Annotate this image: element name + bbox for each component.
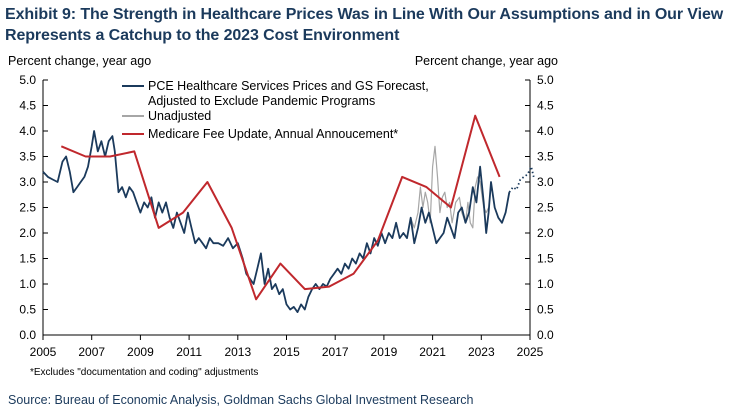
series-line-medicare-fee-update-annual-annoucement [60,114,501,301]
series-line-pce-healthcare-services-prices-and-gs-fo [42,130,511,313]
x-tick-label: 2015 [273,345,300,359]
series-line-unadjusted [410,145,490,229]
y-tick-label-left: 2.5 [19,201,36,215]
chart-svg: Percent change, year ago Percent change, … [8,54,558,359]
y-tick-label-left: 0.0 [19,328,36,342]
x-tick-label: 2009 [127,345,154,359]
y-tick-label-right: 1.5 [537,252,554,266]
y-axis-label-right: Percent change, year ago [415,54,558,68]
y-tick-label-left: 4.5 [19,99,36,113]
y-tick-label-left: 3.0 [19,175,36,189]
legend-label-unadjusted: Unadjusted [148,109,211,123]
legend-label-medicare: Medicare Fee Update, Annual Annoucement* [148,127,398,141]
y-axis-label-left: Percent change, year ago [8,54,151,68]
x-tick-label: 2017 [322,345,349,359]
y-tick-label-left: 3.5 [19,150,36,164]
x-tick-label: 2011 [176,345,202,359]
footnote: *Excludes "documentation and coding" adj… [30,367,259,378]
y-tick-label-right: 5.0 [537,73,554,87]
y-tick-label-right: 4.0 [537,124,554,138]
y-tick-label-right: 3.5 [537,150,554,164]
x-tick-label: 2013 [224,345,251,359]
x-tick-label: 2023 [468,345,495,359]
y-tick-label-left: 5.0 [19,73,36,87]
x-tick-label: 2005 [30,345,57,359]
x-tick-label: 2019 [371,345,398,359]
y-tick-label-left: 1.5 [19,252,36,266]
y-tick-label-left: 1.0 [19,277,36,291]
x-tick-label: 2007 [78,345,105,359]
y-tick-label-right: 3.0 [537,175,554,189]
y-tick-label-right: 2.5 [537,201,554,215]
y-tick-label-left: 2.0 [19,226,36,240]
y-tick-label-right: 0.0 [537,328,554,342]
y-tick-label-left: 0.5 [19,303,36,317]
series-line-gs-forecast [508,165,535,193]
legend-label-pce-line1: PCE Healthcare Services Prices and GS Fo… [148,79,429,93]
y-tick-label-right: 4.5 [537,99,554,113]
legend-label-pce-line2: Adjusted to Exclude Pandemic Programs [148,94,375,108]
y-tick-label-right: 0.5 [537,303,554,317]
y-tick-label-left: 4.0 [19,124,36,138]
source-line: Source: Bureau of Economic Analysis, Gol… [8,393,474,407]
y-tick-label-right: 2.0 [537,226,554,240]
chart-title: Exhibit 9: The Strength in Healthcare Pr… [5,6,724,44]
x-tick-label: 2021 [419,345,446,359]
y-tick-label-right: 1.0 [537,277,554,291]
x-tick-label: 2025 [517,345,544,359]
